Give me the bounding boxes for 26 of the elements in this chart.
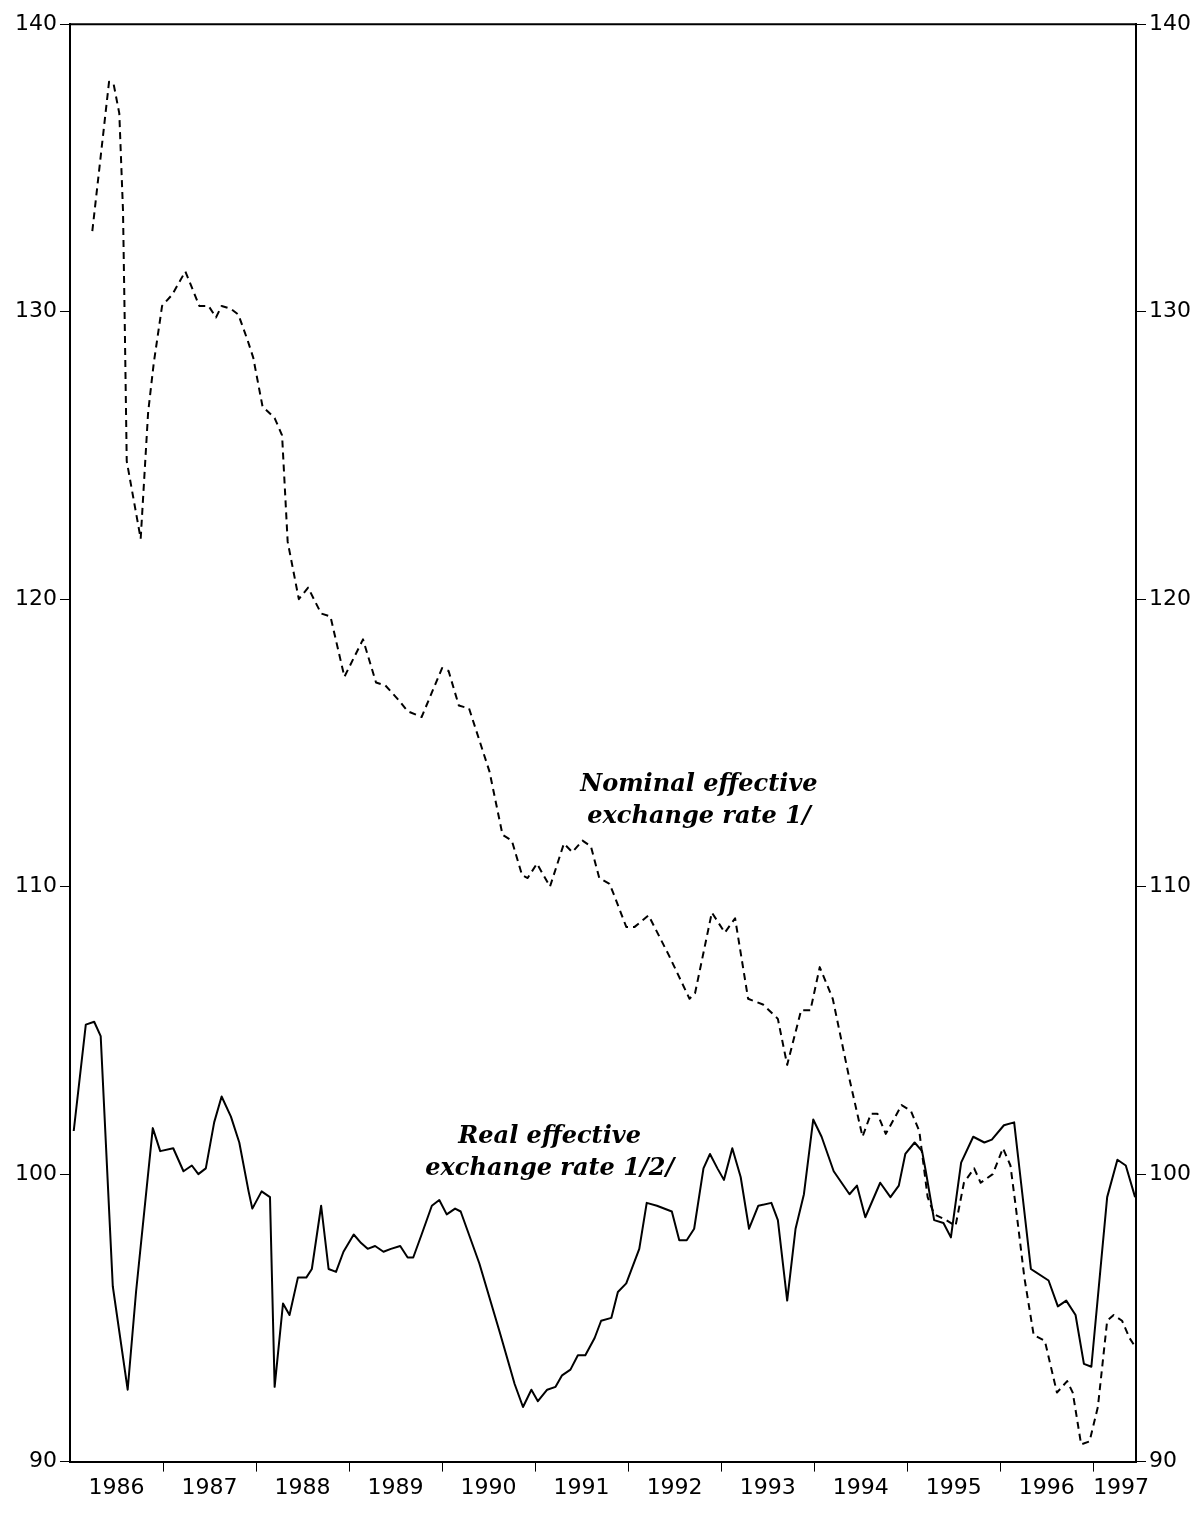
- x-tick-label: 1988: [274, 1473, 331, 1499]
- x-tick-label: 1987: [181, 1473, 238, 1499]
- y-tick-label: 130: [14, 297, 57, 323]
- y-tick-label: 140: [14, 9, 57, 35]
- series-label: Nominal effective exchange rate 1/: [579, 767, 818, 829]
- x-tick-label: 1996: [1018, 1473, 1075, 1499]
- y2-tick-label: 90: [1149, 1447, 1178, 1473]
- y2-tick-label: 140: [1149, 9, 1192, 35]
- y2-tick-label: 100: [1149, 1159, 1192, 1185]
- series-label: Real effective exchange rate 1/2/: [425, 1119, 677, 1181]
- x-tick-label: 1991: [553, 1473, 610, 1499]
- x-tick-label: 1989: [367, 1473, 424, 1499]
- x-tick-label: 1994: [832, 1473, 889, 1499]
- y-tick-label: 100: [14, 1159, 57, 1185]
- y-tick-label: 110: [14, 872, 57, 898]
- y-tick-label: 120: [14, 584, 57, 610]
- y2-tick-label: 130: [1149, 297, 1192, 323]
- x-tick-label: 1993: [739, 1473, 796, 1499]
- y2-tick-label: 110: [1149, 872, 1192, 898]
- x-tick-label: 1990: [460, 1473, 517, 1499]
- x-tick-label: 1995: [925, 1473, 982, 1499]
- x-tick-label: 1992: [646, 1473, 703, 1499]
- x-tick-label: 1986: [88, 1473, 145, 1499]
- y2-tick-label: 120: [1149, 584, 1192, 610]
- y-tick-label: 90: [28, 1447, 57, 1473]
- x-tick-label: 1997: [1093, 1473, 1150, 1499]
